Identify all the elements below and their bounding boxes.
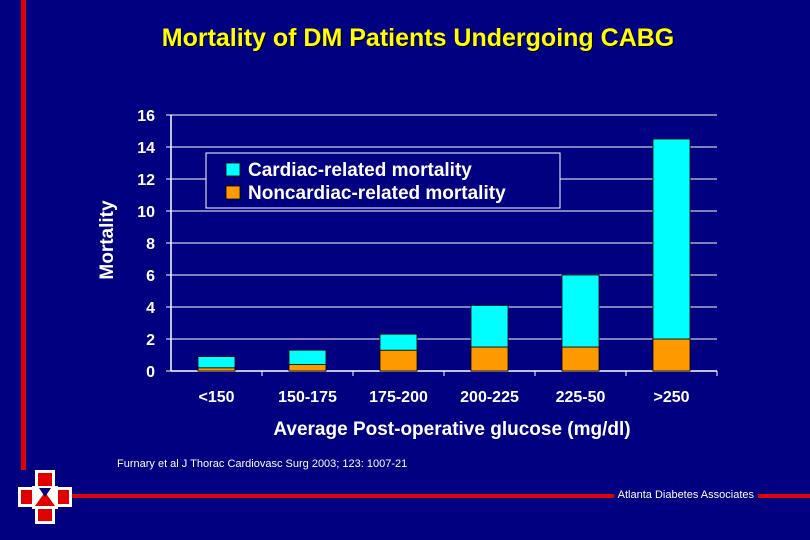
x-tick-label: 200-225 bbox=[460, 389, 519, 406]
y-tick-label: 4 bbox=[146, 300, 155, 317]
x-tick-label: 150-175 bbox=[278, 389, 337, 406]
red-vertical-rule bbox=[21, 0, 26, 470]
credit-text: Atlanta Diabetes Associates bbox=[613, 489, 758, 501]
slide-title: Mortality of DM Patients Undergoing CABG bbox=[161, 24, 675, 52]
bar-segment bbox=[197, 356, 236, 369]
y-tick-label: 0 bbox=[146, 364, 155, 381]
red-cross-logo-icon bbox=[18, 470, 72, 524]
x-tick-label: 175-200 bbox=[369, 389, 428, 406]
bar-segment bbox=[652, 138, 691, 340]
legend-swatch bbox=[225, 185, 241, 200]
y-tick-label: 10 bbox=[137, 204, 155, 221]
bar-segment bbox=[652, 338, 691, 372]
bar-segment bbox=[197, 367, 236, 372]
bar-segment bbox=[470, 346, 509, 372]
y-tick-label: 8 bbox=[146, 236, 155, 253]
citation-text: Furnary et al J Thorac Cardiovasc Surg 2… bbox=[117, 458, 408, 470]
y-tick-label: 12 bbox=[137, 172, 155, 189]
legend-swatch bbox=[225, 162, 241, 177]
y-tick-label: 6 bbox=[146, 268, 155, 285]
x-tick-label: 225-50 bbox=[556, 389, 606, 406]
bar-segment bbox=[561, 274, 600, 348]
bar-segment bbox=[379, 349, 418, 372]
bar-segment bbox=[379, 333, 418, 351]
bar-segment bbox=[470, 304, 509, 348]
bar-segment bbox=[561, 346, 600, 372]
red-horizontal-rule bbox=[66, 494, 810, 498]
y-tick-label: 16 bbox=[137, 108, 155, 125]
x-tick-label: <150 bbox=[198, 389, 234, 406]
x-tick-label: >250 bbox=[653, 389, 689, 406]
y-tick-label: 14 bbox=[137, 140, 155, 157]
bar-segment bbox=[288, 349, 327, 366]
y-tick-label: 2 bbox=[146, 332, 155, 349]
y-axis-label: Mortality bbox=[97, 200, 118, 280]
x-axis-label: Average Post-operative glucose (mg/dl) bbox=[273, 419, 630, 440]
legend-label: Noncardiac-related mortality bbox=[248, 183, 506, 204]
legend-box bbox=[205, 152, 561, 209]
bar-segment bbox=[288, 364, 327, 372]
legend-label: Cardiac-related mortality bbox=[248, 160, 472, 181]
